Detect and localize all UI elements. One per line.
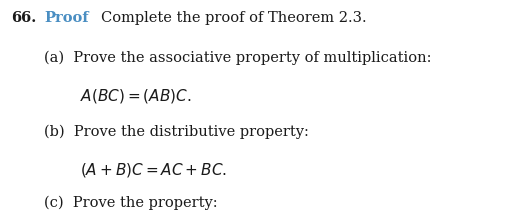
Text: Proof: Proof (44, 11, 89, 25)
Text: (a)  Prove the associative property of multiplication:: (a) Prove the associative property of mu… (44, 50, 431, 65)
Text: $(A + B)C = AC + BC.$: $(A + B)C = AC + BC.$ (80, 161, 227, 179)
Text: $A(BC) = (AB)C.$: $A(BC) = (AB)C.$ (80, 87, 192, 105)
Text: Complete the proof of Theorem 2.3.: Complete the proof of Theorem 2.3. (101, 11, 367, 25)
Text: (b)  Prove the distributive property:: (b) Prove the distributive property: (44, 124, 309, 139)
Text: (c)  Prove the property:: (c) Prove the property: (44, 195, 218, 210)
Text: 66.: 66. (11, 11, 37, 25)
